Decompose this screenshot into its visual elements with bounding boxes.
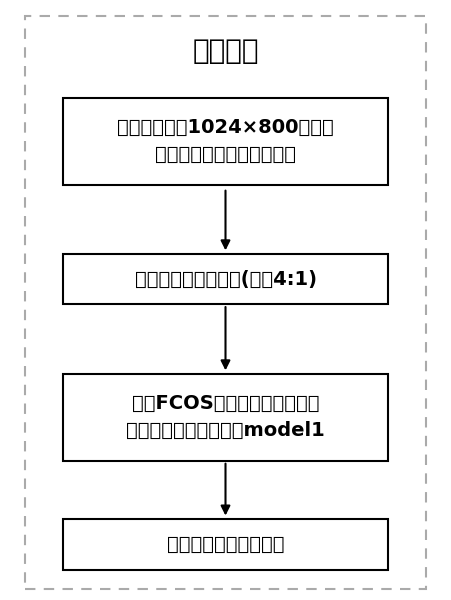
FancyBboxPatch shape — [63, 518, 388, 570]
Text: 区分训练集和验证集(约为4:1): 区分训练集和验证集(约为4:1) — [134, 269, 317, 289]
FancyBboxPatch shape — [63, 97, 388, 185]
Text: 将原图缩放成1024×800，对应
的标签文件也作同比例缩放: 将原图缩放成1024×800，对应 的标签文件也作同比例缩放 — [117, 118, 334, 164]
FancyBboxPatch shape — [63, 373, 388, 461]
Text: 修改FCOS网络输出维度，用训
练集训练获得检测模型model1: 修改FCOS网络输出维度，用训 练集训练获得检测模型model1 — [126, 394, 325, 440]
FancyBboxPatch shape — [63, 253, 388, 304]
Text: 第一阶段: 第一阶段 — [192, 37, 259, 65]
Text: 用验证集验证模型效果: 用验证集验证模型效果 — [167, 535, 284, 554]
